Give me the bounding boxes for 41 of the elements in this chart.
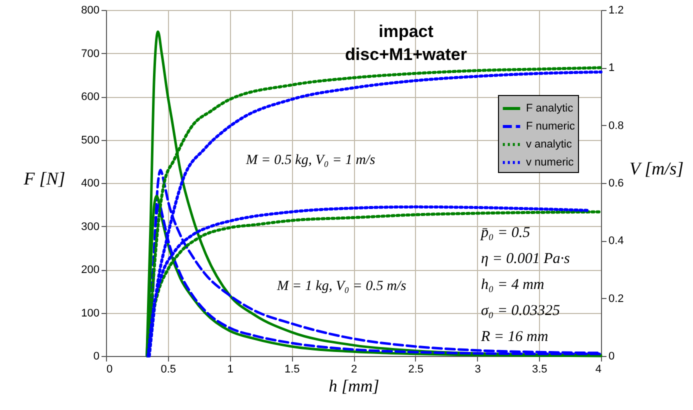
annotation: M = 0.5 kg, V₀ = 1 m/s — [245, 153, 376, 168]
y-tick-label: 0 — [93, 350, 100, 362]
x-tick-label: 1.5 — [284, 364, 300, 376]
y-tick-label: 500 — [81, 134, 100, 146]
annotation: M = 1 kg, V₀ = 0.5 m/s — [276, 279, 407, 294]
x-tick-label: 2.5 — [408, 364, 424, 376]
y2-tick-label: 1 — [608, 62, 615, 74]
y-tick-label: 400 — [81, 178, 100, 190]
x-tick-label: 2 — [350, 364, 358, 376]
x-tick-label: 3 — [474, 364, 481, 376]
y-tick-label: 600 — [81, 91, 100, 103]
y2-tick-label: 0 — [608, 350, 615, 362]
legend-label: v numeric — [526, 156, 574, 168]
x-tick-label: 1 — [227, 364, 234, 376]
x-tick-label: 0 — [106, 364, 113, 376]
x-tick-label: 0.5 — [160, 364, 176, 376]
text: impact — [378, 22, 434, 41]
annotation: η = 0.001 Pa·s — [481, 251, 570, 267]
y-tick-label: 200 — [81, 264, 100, 276]
legend-label: v analytic — [526, 138, 572, 150]
x-axis-title: h [mm] — [328, 376, 380, 396]
y-axis-title: F [N] — [22, 168, 66, 188]
legend-label: F numeric — [526, 120, 576, 132]
annotation: p̄₀ = 0.5 — [480, 225, 531, 241]
y-tick-label: 100 — [81, 307, 100, 320]
y2-axis-title: V [m/s] — [629, 158, 684, 178]
y2-tick-label: 0.4 — [608, 235, 624, 248]
legend-label: F analytic — [526, 102, 574, 114]
y2-tick-label: 0.8 — [608, 120, 624, 132]
annotation: h₀ = 4 mm — [481, 277, 544, 293]
y2-tick-label: 0.2 — [608, 292, 624, 305]
text: disc+M1+water — [345, 45, 468, 64]
x-tick-label: 4 — [595, 364, 602, 376]
y-tick-label: 700 — [81, 48, 100, 60]
y-tick-label: 800 — [81, 4, 100, 16]
y2-tick-label: 0.6 — [608, 178, 624, 190]
y-tick-label: 300 — [81, 220, 100, 233]
x-tick-label: 3.5 — [532, 364, 548, 376]
y2-tick-label: 1.2 — [608, 4, 624, 16]
annotation: R = 16 mm — [480, 329, 548, 345]
annotation: σ₀ = 0.03325 — [481, 303, 560, 319]
